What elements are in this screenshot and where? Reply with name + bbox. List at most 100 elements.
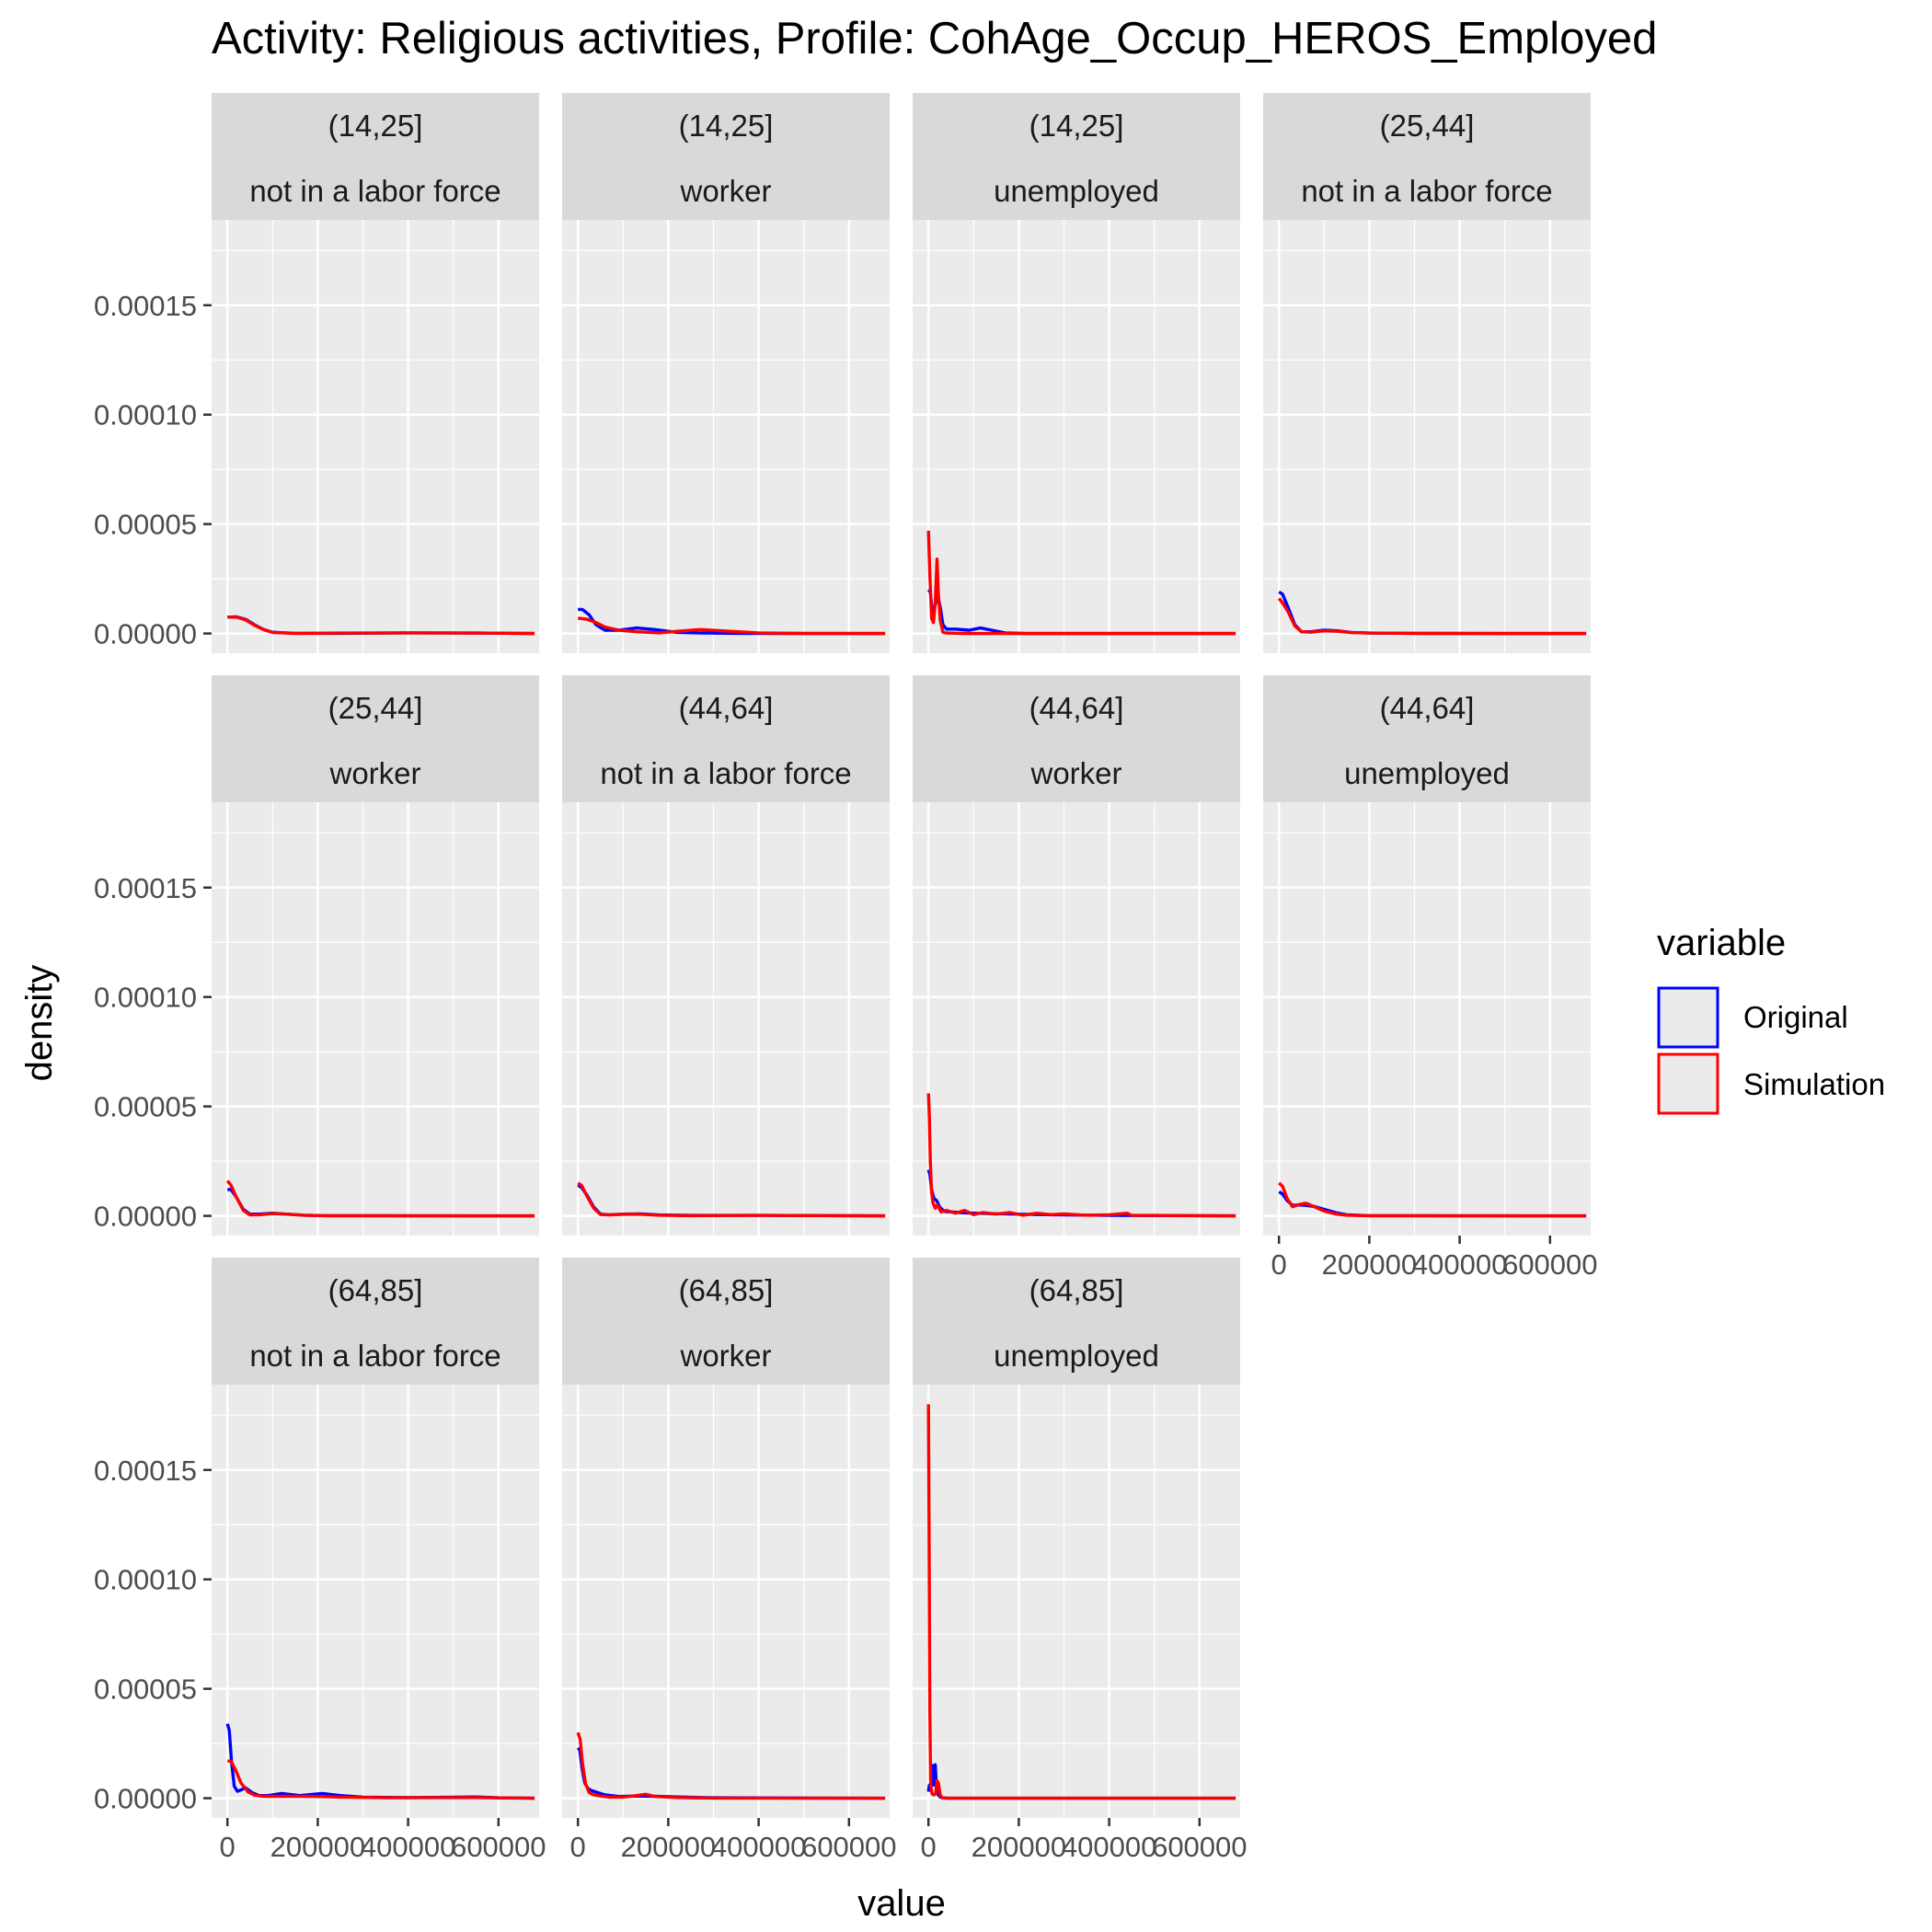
facet-label-occupation: worker	[679, 1339, 771, 1373]
x-axis-tick-label: 400000	[711, 1831, 806, 1863]
y-axis-tick-label: 0.00010	[94, 399, 197, 431]
y-axis-tick-label: 0.00000	[94, 1783, 197, 1815]
y-axis-tick-label: 0.00010	[94, 1564, 197, 1596]
y-axis-tick-label: 0.00000	[94, 1201, 197, 1233]
x-axis-tick-label: 0	[1271, 1248, 1287, 1281]
y-axis-tick-label: 0.00015	[94, 1455, 197, 1487]
density-line-simulation	[225, 1179, 535, 1218]
facet-strip-age	[212, 1258, 539, 1323]
panel-background	[212, 802, 539, 1236]
panel-background	[1263, 220, 1591, 653]
x-axis-tick-label: 400000	[1062, 1831, 1156, 1863]
density-line-simulation	[1277, 597, 1587, 636]
facet-label-age: (14,25]	[679, 109, 774, 143]
facet-label-occupation: worker	[328, 756, 420, 790]
x-axis-title: value	[857, 1883, 946, 1924]
facet-label-age: (64,85]	[679, 1273, 774, 1307]
y-axis-tick-label: 0.00005	[94, 509, 197, 541]
facet-panel: (14,25] not in a labor force 0.00000 0.0000…	[94, 93, 539, 653]
facet-strip-age	[913, 675, 1240, 741]
facet-label-age: (14,25]	[328, 109, 423, 143]
y-axis-title: density	[19, 965, 60, 1082]
facet-panels: (14,25] not in a labor force 0.00000 0.0000…	[94, 93, 1598, 1863]
density-line-simulation	[926, 1093, 1236, 1218]
panel-background	[913, 802, 1240, 1236]
facet-label-occupation: worker	[1029, 756, 1121, 790]
facet-label-occupation: unemployed	[1344, 756, 1510, 790]
y-axis-tick-label: 0.00005	[94, 1673, 197, 1706]
facet-strip-age	[212, 675, 539, 741]
facet-strip-age	[913, 93, 1240, 158]
density-line-simulation	[577, 616, 886, 636]
facet-label-age: (64,85]	[328, 1273, 423, 1307]
x-axis-tick-label: 200000	[621, 1831, 716, 1863]
facet-panel: (14,25] unemployed	[913, 93, 1240, 653]
panel-background	[562, 220, 890, 653]
facet-strip-age	[562, 1258, 890, 1323]
facet-panel: (64,85] not in a labor force 0.00000 0.0000…	[94, 1258, 546, 1863]
y-axis-tick-label: 0.00015	[94, 872, 197, 904]
facet-strip-occupation	[913, 158, 1240, 224]
facet-label-age: (25,44]	[1380, 109, 1475, 143]
chart-title: Activity: Religious activities, Profile:…	[212, 14, 1657, 63]
y-axis-tick-label: 0.00010	[94, 982, 197, 1014]
x-axis-tick-label: 600000	[801, 1831, 896, 1863]
facet-strip-occupation	[212, 741, 539, 806]
density-line-simulation	[926, 530, 1236, 636]
facet-strip-age	[562, 675, 890, 741]
facet-panel: (25,44] worker 0.00000 0.00005 0.00010 0.0001…	[94, 675, 539, 1236]
density-line-simulation	[227, 615, 535, 636]
density-line-original	[578, 607, 886, 636]
facet-strip-age	[913, 1258, 1240, 1323]
facet-panel: (44,64] not in a labor force	[562, 675, 890, 1236]
x-axis-tick-label: 600000	[1502, 1248, 1597, 1281]
facet-strip-age	[1263, 93, 1591, 158]
y-axis-tick-label: 0.00005	[94, 1091, 197, 1123]
x-axis-tick-label: 200000	[1322, 1248, 1417, 1281]
facet-strip-occupation	[212, 1323, 539, 1388]
facet-label-age: (64,85]	[1029, 1273, 1124, 1307]
facet-strip-age	[1263, 675, 1591, 741]
legend-label-original: Original	[1743, 1000, 1848, 1034]
facet-label-age: (44,64]	[679, 691, 774, 725]
legend-label-simulation: Simulation	[1743, 1067, 1885, 1101]
density-line-simulation	[227, 1759, 535, 1800]
facet-label-occupation: not in a labor force	[1301, 174, 1552, 208]
facet-panel: (44,64] worker	[913, 675, 1240, 1236]
panel-background	[212, 220, 539, 653]
panel-background	[562, 802, 890, 1236]
x-axis-tick-label: 0	[921, 1831, 937, 1863]
density-line-simulation	[926, 1404, 1236, 1800]
x-axis-tick-label: 600000	[1152, 1831, 1247, 1863]
facet-label-occupation: unemployed	[994, 1339, 1159, 1373]
facet-label-age: (14,25]	[1029, 109, 1124, 143]
facet-label-occupation: worker	[679, 174, 771, 208]
facet-panel: (14,25] worker	[562, 93, 890, 653]
facet-label-age: (44,64]	[1380, 691, 1475, 725]
panel-background	[1263, 802, 1591, 1236]
panel-background	[212, 1385, 539, 1818]
y-axis-tick-label: 0.00015	[94, 290, 197, 322]
facet-strip-age	[562, 93, 890, 158]
facet-strip-occupation	[1263, 741, 1591, 806]
facet-strip-occupation	[1263, 158, 1591, 224]
facet-label-occupation: not in a labor force	[249, 174, 500, 208]
panel-background	[562, 1385, 890, 1818]
density-line-simulation	[577, 1181, 886, 1218]
facet-label-occupation: not in a labor force	[600, 756, 851, 790]
density-line-simulation	[1278, 1181, 1587, 1218]
facet-strip-occupation	[562, 158, 890, 224]
facet-strip-age	[212, 93, 539, 158]
facet-panel: (25,44] not in a labor force	[1263, 93, 1591, 653]
facet-label-occupation: unemployed	[994, 174, 1159, 208]
x-axis-tick-label: 400000	[1412, 1248, 1507, 1281]
density-line-simulation	[576, 1731, 886, 1800]
legend: variable Original Simulation	[1657, 923, 1885, 1115]
facet-strip-occupation	[562, 1323, 890, 1388]
x-axis-tick-label: 200000	[270, 1831, 365, 1863]
panel-background	[913, 1385, 1240, 1818]
panel-background	[913, 220, 1240, 653]
